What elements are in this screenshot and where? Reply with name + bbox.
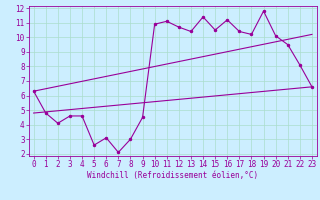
X-axis label: Windchill (Refroidissement éolien,°C): Windchill (Refroidissement éolien,°C) [87, 171, 258, 180]
